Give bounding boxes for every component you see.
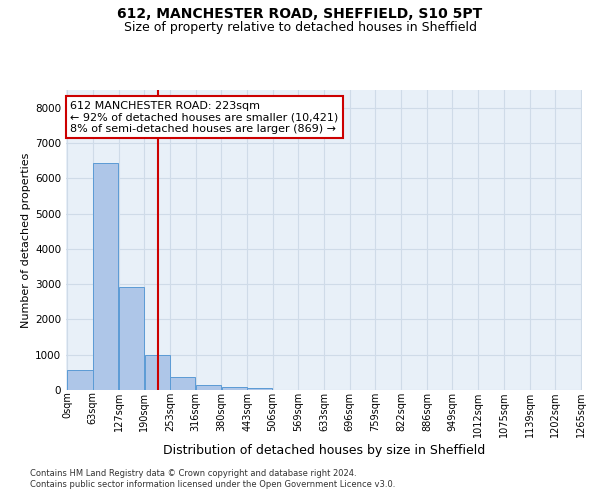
- Text: Contains public sector information licensed under the Open Government Licence v3: Contains public sector information licen…: [30, 480, 395, 489]
- Text: Contains HM Land Registry data © Crown copyright and database right 2024.: Contains HM Land Registry data © Crown c…: [30, 468, 356, 477]
- Bar: [170, 378, 196, 390]
- Text: 612, MANCHESTER ROAD, SHEFFIELD, S10 5PT: 612, MANCHESTER ROAD, SHEFFIELD, S10 5PT: [118, 8, 482, 22]
- Bar: [119, 287, 144, 390]
- Text: Size of property relative to detached houses in Sheffield: Size of property relative to detached ho…: [124, 21, 476, 34]
- Bar: [93, 164, 118, 390]
- X-axis label: Distribution of detached houses by size in Sheffield: Distribution of detached houses by size …: [163, 444, 485, 457]
- Bar: [247, 388, 272, 390]
- Y-axis label: Number of detached properties: Number of detached properties: [21, 152, 31, 328]
- Bar: [196, 384, 221, 390]
- Bar: [221, 387, 247, 390]
- Bar: [67, 370, 92, 390]
- Bar: [145, 356, 170, 390]
- Text: 612 MANCHESTER ROAD: 223sqm
← 92% of detached houses are smaller (10,421)
8% of : 612 MANCHESTER ROAD: 223sqm ← 92% of det…: [70, 100, 339, 134]
